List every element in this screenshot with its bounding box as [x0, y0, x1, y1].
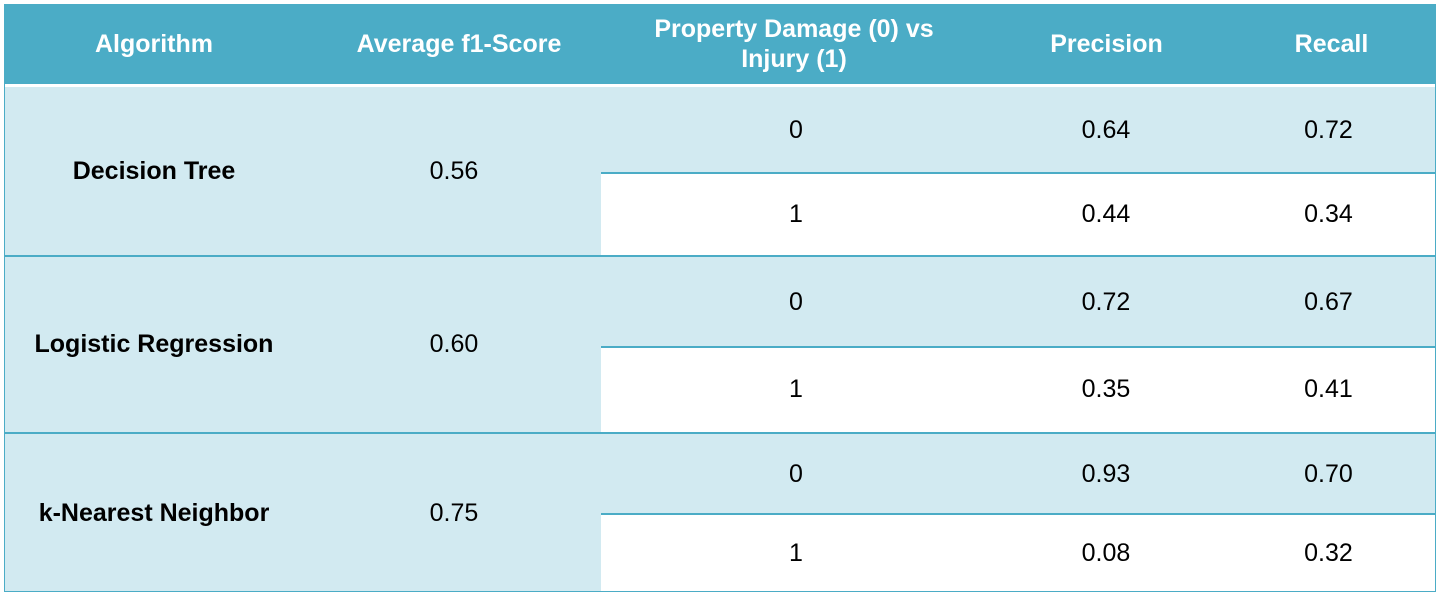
sub-row-divider: [601, 513, 1436, 515]
row-band: [4, 87, 601, 255]
class-label: 1: [789, 199, 803, 228]
header-average-f1: Average f1-Score: [356, 30, 562, 58]
precision-value: 0.72: [1081, 287, 1131, 316]
table-row-group: Logistic Regression 0.60 0 0.72 0.67 1 0.35 0.4…: [4, 257, 1436, 432]
recall-value: 0.72: [1304, 115, 1353, 144]
table-row-group: k-Nearest Neighbor 0.75 0 0.93 0.70 1 0.08 0.32: [4, 434, 1436, 592]
algorithm-name: Decision Tree: [72, 156, 236, 185]
precision-value: 0.93: [1081, 459, 1131, 488]
recall-value: 0.70: [1304, 459, 1353, 488]
header-algorithm: Algorithm: [94, 30, 214, 58]
sub-row-divider: [601, 346, 1436, 348]
class-label: 0: [789, 287, 803, 316]
group-divider: [4, 255, 1436, 257]
class-label: 0: [789, 459, 803, 488]
sub-row: [601, 434, 1436, 514]
row-band: [4, 257, 601, 432]
recall-value: 0.67: [1304, 287, 1353, 316]
sub-row-divider: [601, 172, 1436, 174]
recall-value: 0.34: [1304, 199, 1353, 228]
sub-row: [601, 173, 1436, 255]
sub-row: [601, 514, 1436, 592]
algorithm-name: k-Nearest Neighbor: [38, 498, 270, 527]
precision-value: 0.35: [1081, 375, 1131, 403]
row-band: [4, 434, 601, 592]
algorithm-name: Logistic Regression: [34, 330, 274, 358]
sub-row: [601, 347, 1436, 432]
class-label: 1: [789, 538, 803, 567]
class-label: 0: [789, 115, 803, 144]
precision-value: 0.08: [1081, 538, 1131, 567]
sub-row: [601, 87, 1436, 173]
recall-value: 0.32: [1304, 538, 1353, 567]
average-f1-value: 0.56: [429, 156, 479, 185]
table-header: Algorithm Average f1-Score Property Dama…: [4, 4, 1436, 87]
average-f1-value: 0.75: [429, 498, 479, 527]
results-table: Algorithm Average f1-Score Property Dama…: [4, 4, 1436, 592]
precision-value: 0.64: [1081, 115, 1131, 144]
precision-value: 0.44: [1081, 199, 1131, 228]
class-label: 1: [789, 375, 803, 403]
table-row-group: Decision Tree 0.56 0 0.64 0.72 1 0.44 0.34: [4, 87, 1436, 255]
header-class: Property Damage (0) vs Injury (1): [654, 15, 934, 73]
header-recall: Recall: [1294, 30, 1369, 58]
sub-row: [601, 257, 1436, 347]
header-precision: Precision: [1050, 30, 1163, 58]
average-f1-value: 0.60: [429, 330, 479, 358]
recall-value: 0.41: [1304, 375, 1353, 403]
group-divider: [4, 432, 1436, 434]
